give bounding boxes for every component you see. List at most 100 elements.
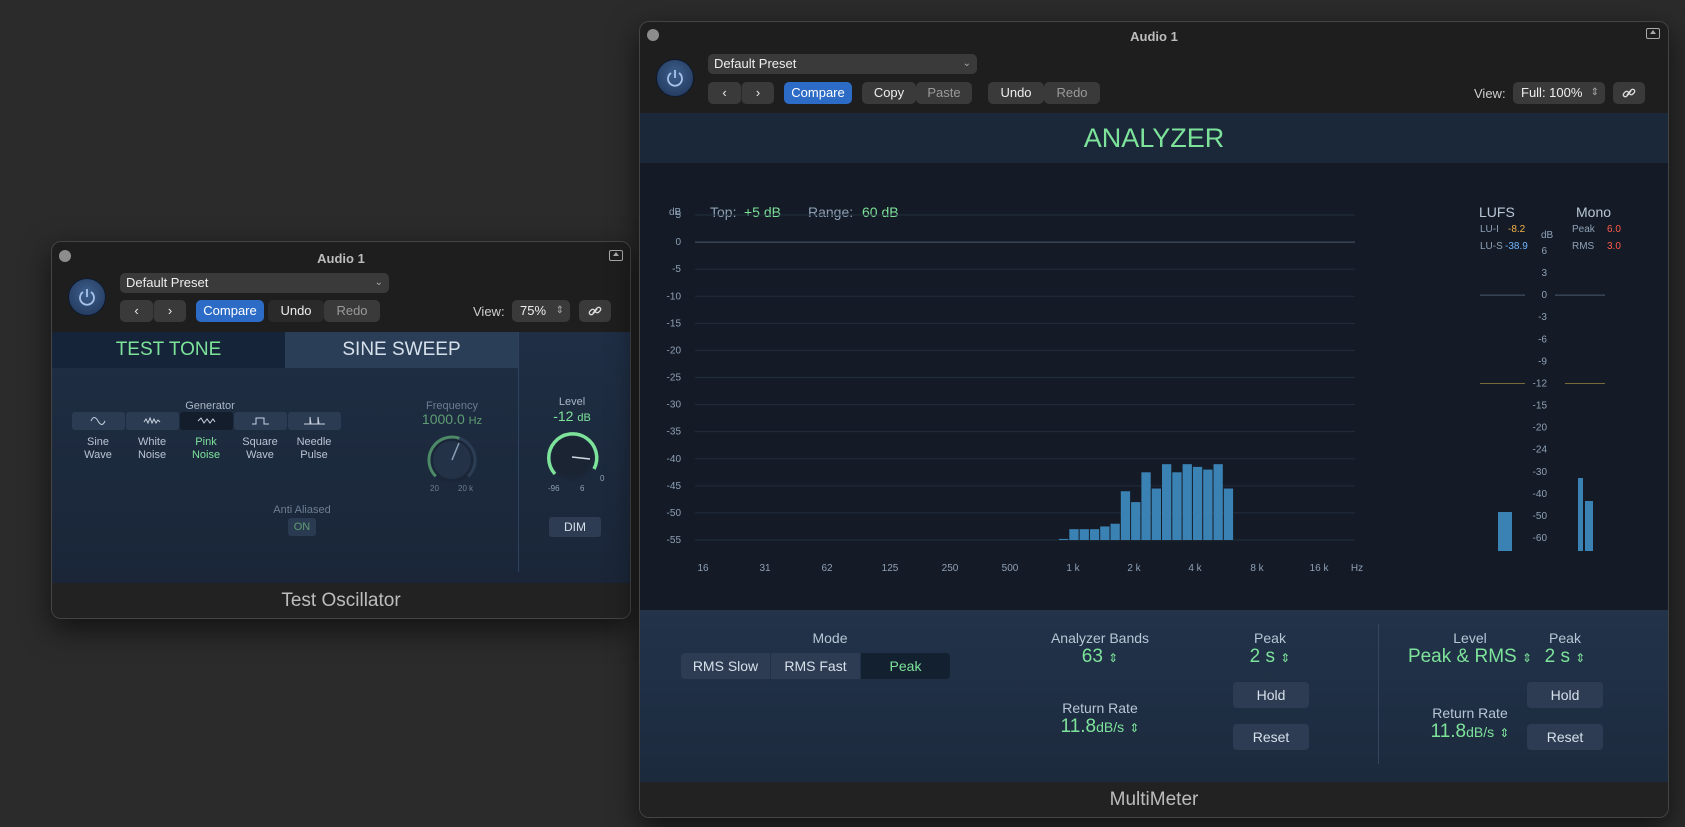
next-preset-button[interactable]: › xyxy=(153,300,186,322)
prev-preset-button[interactable]: ‹ xyxy=(708,82,741,104)
meter-bar xyxy=(1578,478,1583,551)
lu-i-value: -8.2 xyxy=(1508,224,1526,235)
paste-button[interactable]: Paste xyxy=(916,82,972,104)
close-button[interactable] xyxy=(59,250,71,262)
peak-label: Peak xyxy=(1572,224,1595,235)
spectrum-plot: 5 0 -5 -10 -15 -20 -25 -30 -35 -40 -45 -50 -55 16 31 62… xyxy=(667,210,1364,574)
controls-divider xyxy=(1378,624,1379,764)
level-return-rate-value[interactable]: 11.8dB/s ⇕ xyxy=(1395,721,1545,743)
spectrum-bar xyxy=(1131,502,1141,540)
undo-button[interactable]: Undo xyxy=(268,300,324,322)
spectrum-bar xyxy=(1059,538,1069,540)
next-preset-button[interactable]: › xyxy=(741,82,774,104)
preset-select[interactable]: Default Preset ⌄ xyxy=(708,54,977,74)
spectrum-bar xyxy=(1089,529,1100,540)
top-label: Top: xyxy=(710,204,737,220)
link-button[interactable] xyxy=(579,300,611,322)
peak-hold-value[interactable]: 2 s ⇕ xyxy=(1230,646,1310,668)
link-button[interactable] xyxy=(1613,82,1645,104)
hz-tick-label: Hz xyxy=(1351,563,1363,574)
divider xyxy=(518,332,519,572)
close-button[interactable] xyxy=(647,29,659,41)
updown-icon: ⇕ xyxy=(1108,651,1119,665)
spectrum-bar xyxy=(1162,464,1172,540)
spectrum-bar xyxy=(1182,464,1192,540)
level-meters: 6 3 0 -3 -6 -9 -12 -15 -20 -24 -30 -40 -50 -60 xyxy=(1480,246,1605,551)
meter-tick-label: 3 xyxy=(1541,268,1547,279)
expand-icon[interactable] xyxy=(1646,28,1660,39)
level-hold-button[interactable]: Hold xyxy=(1527,682,1603,708)
level-peak-value[interactable]: 2 s ⇕ xyxy=(1525,646,1605,668)
test-oscillator-window: Audio 1 Default Preset ⌄ ‹ › Compare Und… xyxy=(51,241,631,619)
spectrum-bar xyxy=(1192,466,1203,540)
level-knob[interactable] xyxy=(542,427,602,487)
expand-icon[interactable] xyxy=(609,250,623,261)
power-button[interactable] xyxy=(68,278,106,316)
generator-label-pink: Pink Noise xyxy=(191,436,221,461)
return-rate-value[interactable]: 11.8dB/s ⇕ xyxy=(1025,716,1175,738)
sine-wave-icon xyxy=(90,417,106,425)
meter-tick-label: -24 xyxy=(1533,445,1548,456)
generator-label-white: White Noise xyxy=(137,436,167,461)
view-value: 75% xyxy=(520,303,547,318)
mode-label: Mode xyxy=(812,630,848,646)
meter-tick-label: -20 xyxy=(1533,423,1548,434)
tab-sine-sweep[interactable]: SINE SWEEP xyxy=(285,332,518,368)
spectrum-bar xyxy=(1069,529,1079,540)
window-title: Audio 1 xyxy=(317,251,365,266)
mode-rms-fast[interactable]: RMS Fast xyxy=(771,653,860,679)
top-value[interactable]: +5 dB xyxy=(744,204,781,220)
level-mode-value[interactable]: Peak & RMS ⇕ xyxy=(1380,646,1560,668)
compare-button[interactable]: Compare xyxy=(784,82,852,104)
spectrum-bar xyxy=(1141,472,1151,540)
updown-icon: ⇕ xyxy=(555,305,564,316)
prev-preset-button[interactable]: ‹ xyxy=(120,300,153,322)
view-select[interactable]: Full: 100% ⇕ xyxy=(1513,82,1605,104)
copy-button[interactable]: Copy xyxy=(862,82,916,104)
needle-pulse-button[interactable] xyxy=(288,412,341,430)
hz-tick-label: 31 xyxy=(759,563,771,574)
hold-button[interactable]: Hold xyxy=(1233,682,1309,708)
pink-noise-icon xyxy=(197,417,216,424)
frequency-value: 1000.0 xyxy=(421,411,465,427)
compare-button[interactable]: Compare xyxy=(196,300,264,322)
preset-select[interactable]: Default Preset ⌄ xyxy=(120,273,389,293)
frequency-knob[interactable] xyxy=(422,430,482,490)
redo-button[interactable]: Redo xyxy=(324,300,380,322)
level-min-label: -96 xyxy=(548,484,560,493)
meter-tick-label: -60 xyxy=(1533,533,1548,544)
reset-button[interactable]: Reset xyxy=(1233,724,1309,750)
db-tick-label: -45 xyxy=(667,481,682,492)
level-readout: -12 dB xyxy=(532,408,612,424)
db-tick-label: -5 xyxy=(672,264,681,275)
mode-rms-slow[interactable]: RMS Slow xyxy=(681,653,770,679)
sine-wave-button[interactable] xyxy=(72,412,125,430)
level-return-rate-label: Return Rate xyxy=(1432,705,1508,721)
square-wave-button[interactable] xyxy=(234,412,287,430)
redo-button[interactable]: Redo xyxy=(1044,82,1100,104)
anti-aliased-toggle[interactable]: ON xyxy=(288,518,316,536)
power-button[interactable] xyxy=(656,59,694,97)
meter-tick-label: -15 xyxy=(1533,401,1548,412)
level-value: -12 xyxy=(553,408,574,424)
pink-noise-button[interactable] xyxy=(180,412,233,430)
hz-tick-label: 62 xyxy=(821,563,833,574)
view-select[interactable]: 75% ⇕ xyxy=(512,300,570,322)
meter-bar xyxy=(1585,501,1593,551)
mode-peak[interactable]: Peak xyxy=(861,653,950,679)
db-tick-label: -20 xyxy=(667,345,682,356)
level-zero-label: 0 xyxy=(600,474,605,483)
plugin-name: Test Oscillator xyxy=(52,583,630,618)
undo-button[interactable]: Undo xyxy=(988,82,1044,104)
white-noise-button[interactable] xyxy=(126,412,179,430)
range-value[interactable]: 60 dB xyxy=(862,204,899,220)
hz-tick-label: 16 k xyxy=(1310,563,1330,574)
spectrum-bar xyxy=(1110,523,1120,540)
level-reset-button[interactable]: Reset xyxy=(1527,724,1603,750)
level-peak-number: 2 s xyxy=(1544,646,1570,667)
generator-label-sine: Sine Wave xyxy=(84,436,112,461)
analyzer-bands-value[interactable]: 63 ⇕ xyxy=(1050,646,1150,668)
tab-test-tone[interactable]: TEST TONE xyxy=(52,332,285,368)
updown-icon: ⇕ xyxy=(1575,651,1586,665)
dim-button[interactable]: DIM xyxy=(549,517,601,537)
